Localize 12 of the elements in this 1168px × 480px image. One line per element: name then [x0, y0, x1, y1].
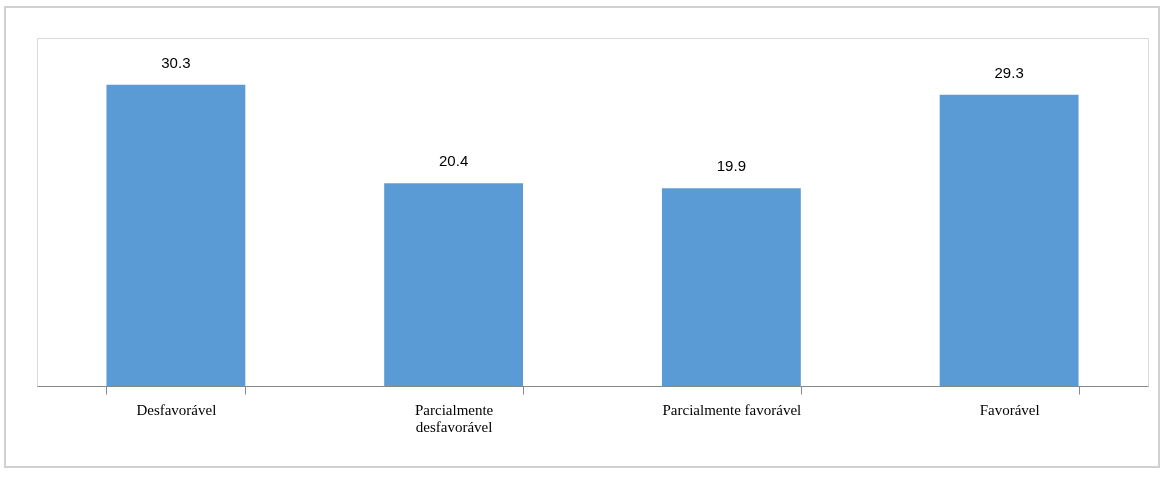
- bar: [106, 84, 246, 386]
- data-label: 30.3: [161, 53, 191, 71]
- bar: [384, 183, 524, 386]
- x-tick-label: Favorável: [979, 401, 1040, 418]
- x-tick-label: Parcialmente favorável: [662, 401, 802, 418]
- data-label: 20.4: [439, 152, 469, 170]
- x-tick-label: Parcialmente desfavorável: [414, 401, 494, 435]
- data-label: 29.3: [994, 63, 1024, 81]
- x-tick-label: Desfavorável: [136, 401, 217, 418]
- bar: [939, 94, 1079, 386]
- bar: [661, 188, 801, 386]
- data-label: 19.9: [716, 157, 746, 175]
